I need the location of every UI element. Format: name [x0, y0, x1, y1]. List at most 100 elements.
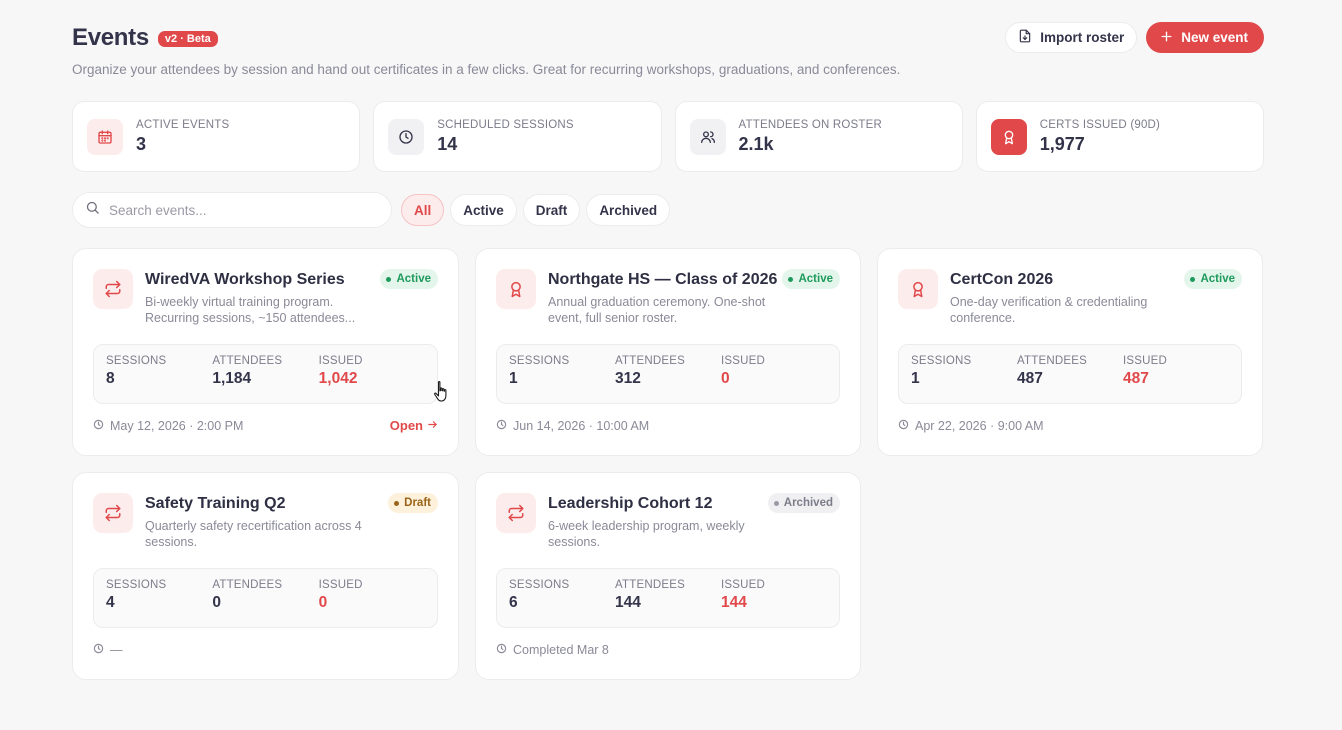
event-metrics: SESSIONS 1 ATTENDEES 487 ISSUED 487	[898, 344, 1242, 404]
event-metrics: SESSIONS 6 ATTENDEES 144 ISSUED 144	[496, 568, 840, 628]
metric-label: SESSIONS	[911, 355, 972, 367]
attendees-value: 312	[615, 370, 641, 387]
status-label: Active	[798, 273, 833, 285]
beta-badge: v2 · Beta	[157, 31, 218, 47]
event-title: Northgate HS — Class of 2026	[548, 271, 778, 288]
stat-active-events: ACTIVE EVENTS 3	[72, 101, 361, 172]
clock-icon	[898, 419, 909, 433]
metric-label: SESSIONS	[106, 579, 167, 591]
status-badge: Active	[1184, 269, 1242, 289]
status-label: Active	[396, 273, 431, 285]
clock-icon	[496, 643, 507, 657]
event-description: 6-week leadership program, weekly sessio…	[548, 519, 745, 549]
users-icon	[689, 118, 726, 155]
event-title: CertCon 2026	[950, 271, 1054, 288]
open-link[interactable]: Open	[390, 418, 438, 433]
event-footer: Jun 14, 2026 · 10:00 AM	[496, 419, 840, 433]
award-icon	[898, 269, 938, 309]
filter-archived[interactable]: Archived	[586, 194, 671, 226]
clock-icon	[496, 419, 507, 433]
sessions-value: 4	[106, 594, 115, 611]
hand-cursor-icon	[433, 380, 451, 409]
stat-scheduled-sessions: SCHEDULED SESSIONS 14	[373, 101, 662, 172]
attendees-value: 487	[1017, 370, 1043, 387]
sessions-value: 1	[911, 370, 920, 387]
metric-label: ISSUED	[318, 355, 363, 367]
new-event-button[interactable]: New event	[1146, 22, 1264, 53]
sessions-value: 8	[106, 370, 115, 387]
filter-active[interactable]: Active	[450, 194, 517, 226]
event-metrics: SESSIONS 1 ATTENDEES 312 ISSUED 0	[496, 344, 840, 404]
attendees-value: 0	[212, 594, 221, 611]
calendar-icon	[87, 118, 123, 155]
events-grid: WiredVA Workshop Series Bi-weekly virtua…	[72, 248, 1264, 680]
status-label: Draft	[404, 497, 431, 509]
stat-attendees: ATTENDEES ON ROSTER 2.1k	[674, 101, 963, 172]
issued-value: 487	[1123, 370, 1149, 387]
open-label: Open	[389, 418, 423, 433]
arrow-right-icon	[427, 418, 438, 433]
metric-label: ATTENDEES	[615, 579, 685, 591]
award-icon	[496, 269, 536, 309]
metric-label: ISSUED	[1123, 355, 1168, 367]
event-date: Jun 14, 2026 · 10:00 AM	[513, 419, 650, 433]
issued-value: 1,042	[318, 370, 358, 387]
event-date: Apr 22, 2026 · 9:00 AM	[915, 419, 1044, 433]
plus-icon	[1160, 30, 1173, 46]
metric-label: ISSUED	[721, 355, 766, 367]
award-icon	[990, 118, 1027, 155]
file-import-icon	[1018, 29, 1032, 46]
attendees-value: 144	[615, 594, 641, 611]
stat-label: ATTENDEES ON ROSTER	[738, 118, 883, 131]
event-title: Leadership Cohort 12	[548, 495, 713, 512]
sessions-value: 6	[509, 594, 518, 611]
search-icon	[85, 200, 100, 220]
metric-label: ISSUED	[721, 579, 766, 591]
status-badge: Active	[380, 269, 438, 289]
event-description: Annual graduation ceremony. One-shot eve…	[548, 295, 766, 325]
stat-value: 1,977	[1039, 133, 1085, 154]
status-label: Archived	[783, 497, 833, 509]
event-title: WiredVA Workshop Series	[145, 271, 345, 288]
stat-value: 14	[437, 133, 458, 154]
search-box[interactable]	[72, 192, 392, 228]
repeat-icon	[93, 269, 133, 309]
issued-value: 0	[318, 594, 328, 611]
page-subtitle: Organize your attendees by session and h…	[72, 62, 901, 77]
event-date: May 12, 2026 · 2:00 PM	[110, 419, 244, 433]
event-card[interactable]: Northgate HS — Class of 2026 Annual grad…	[475, 248, 861, 456]
stat-label: SCHEDULED SESSIONS	[437, 118, 574, 131]
page-header: Events v2 · Beta Organize your attendees…	[72, 22, 1264, 82]
metric-label: ISSUED	[318, 579, 363, 591]
page-title: Events	[72, 24, 149, 51]
clock-icon	[388, 118, 425, 155]
event-title: Safety Training Q2	[145, 495, 286, 512]
metric-label: SESSIONS	[106, 355, 167, 367]
import-roster-button[interactable]: Import roster	[1005, 22, 1138, 53]
stat-value: 3	[136, 133, 147, 154]
stat-value: 2.1k	[738, 133, 774, 154]
filter-draft[interactable]: Draft	[522, 194, 581, 226]
event-description: One-day verification & credentialing con…	[950, 295, 1148, 325]
sessions-value: 1	[509, 370, 518, 387]
event-card[interactable]: Safety Training Q2 Quarterly safety rece…	[72, 472, 459, 680]
event-date: Completed Mar 8	[513, 643, 609, 657]
metric-label: ATTENDEES	[212, 355, 283, 367]
event-metrics: SESSIONS 4 ATTENDEES 0 ISSUED 0	[93, 568, 438, 628]
event-card[interactable]: CertCon 2026 One-day verification & cred…	[877, 248, 1263, 456]
status-badge: Active	[782, 269, 840, 289]
status-badge: Draft	[388, 493, 438, 513]
repeat-icon	[93, 493, 133, 533]
metric-label: ATTENDEES	[212, 579, 283, 591]
event-card[interactable]: Leadership Cohort 12 6-week leadership p…	[475, 472, 861, 680]
stat-certs-issued: CERTS ISSUED (90D) 1,977	[975, 101, 1264, 172]
repeat-icon	[496, 493, 536, 533]
search-input[interactable]	[109, 202, 369, 218]
metric-label: ATTENDEES	[615, 355, 685, 367]
metric-label: SESSIONS	[509, 579, 570, 591]
event-footer: Completed Mar 8	[496, 643, 840, 657]
filter-all[interactable]: All	[401, 194, 445, 226]
event-card[interactable]: WiredVA Workshop Series Bi-weekly virtua…	[72, 248, 459, 456]
issued-value: 0	[721, 370, 730, 387]
event-footer: —	[93, 643, 438, 657]
